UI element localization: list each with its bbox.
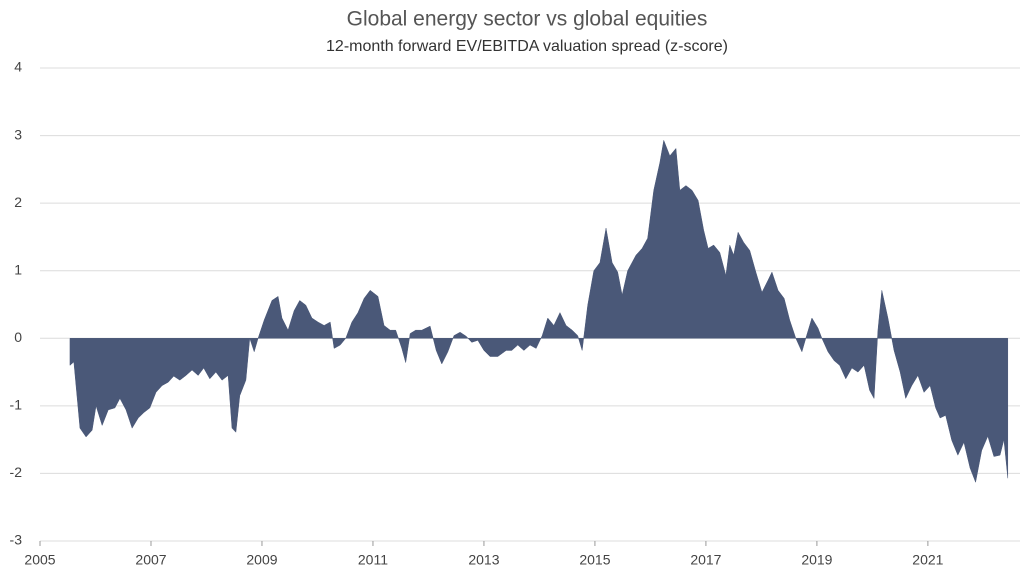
- chart-title: Global energy sector vs global equities: [347, 8, 708, 31]
- x-tick-label: 2009: [246, 552, 277, 568]
- x-tick-label: 2013: [468, 552, 499, 568]
- x-tick-label: 2017: [690, 552, 721, 568]
- x-tick-label: 2005: [24, 552, 55, 568]
- y-tick-label: 0: [14, 329, 22, 345]
- x-tick-label: 2007: [135, 552, 166, 568]
- y-tick-label: -1: [10, 397, 23, 413]
- y-tick-label: 1: [14, 261, 22, 277]
- chart-subtitle: 12-month forward EV/EBITDA valuation spr…: [326, 38, 728, 55]
- y-tick-label: -3: [10, 532, 23, 548]
- y-tick-label: 4: [14, 59, 22, 75]
- x-tick-label: 2015: [579, 552, 610, 568]
- x-tick-label: 2011: [358, 552, 388, 568]
- y-tick-label: 3: [14, 126, 22, 142]
- y-tick-label: 2: [14, 194, 22, 210]
- area: [69, 139, 1009, 484]
- x-tick-label: 2021: [912, 552, 943, 568]
- x-tick-label: 2019: [801, 552, 832, 568]
- y-tick-label: -2: [10, 464, 23, 480]
